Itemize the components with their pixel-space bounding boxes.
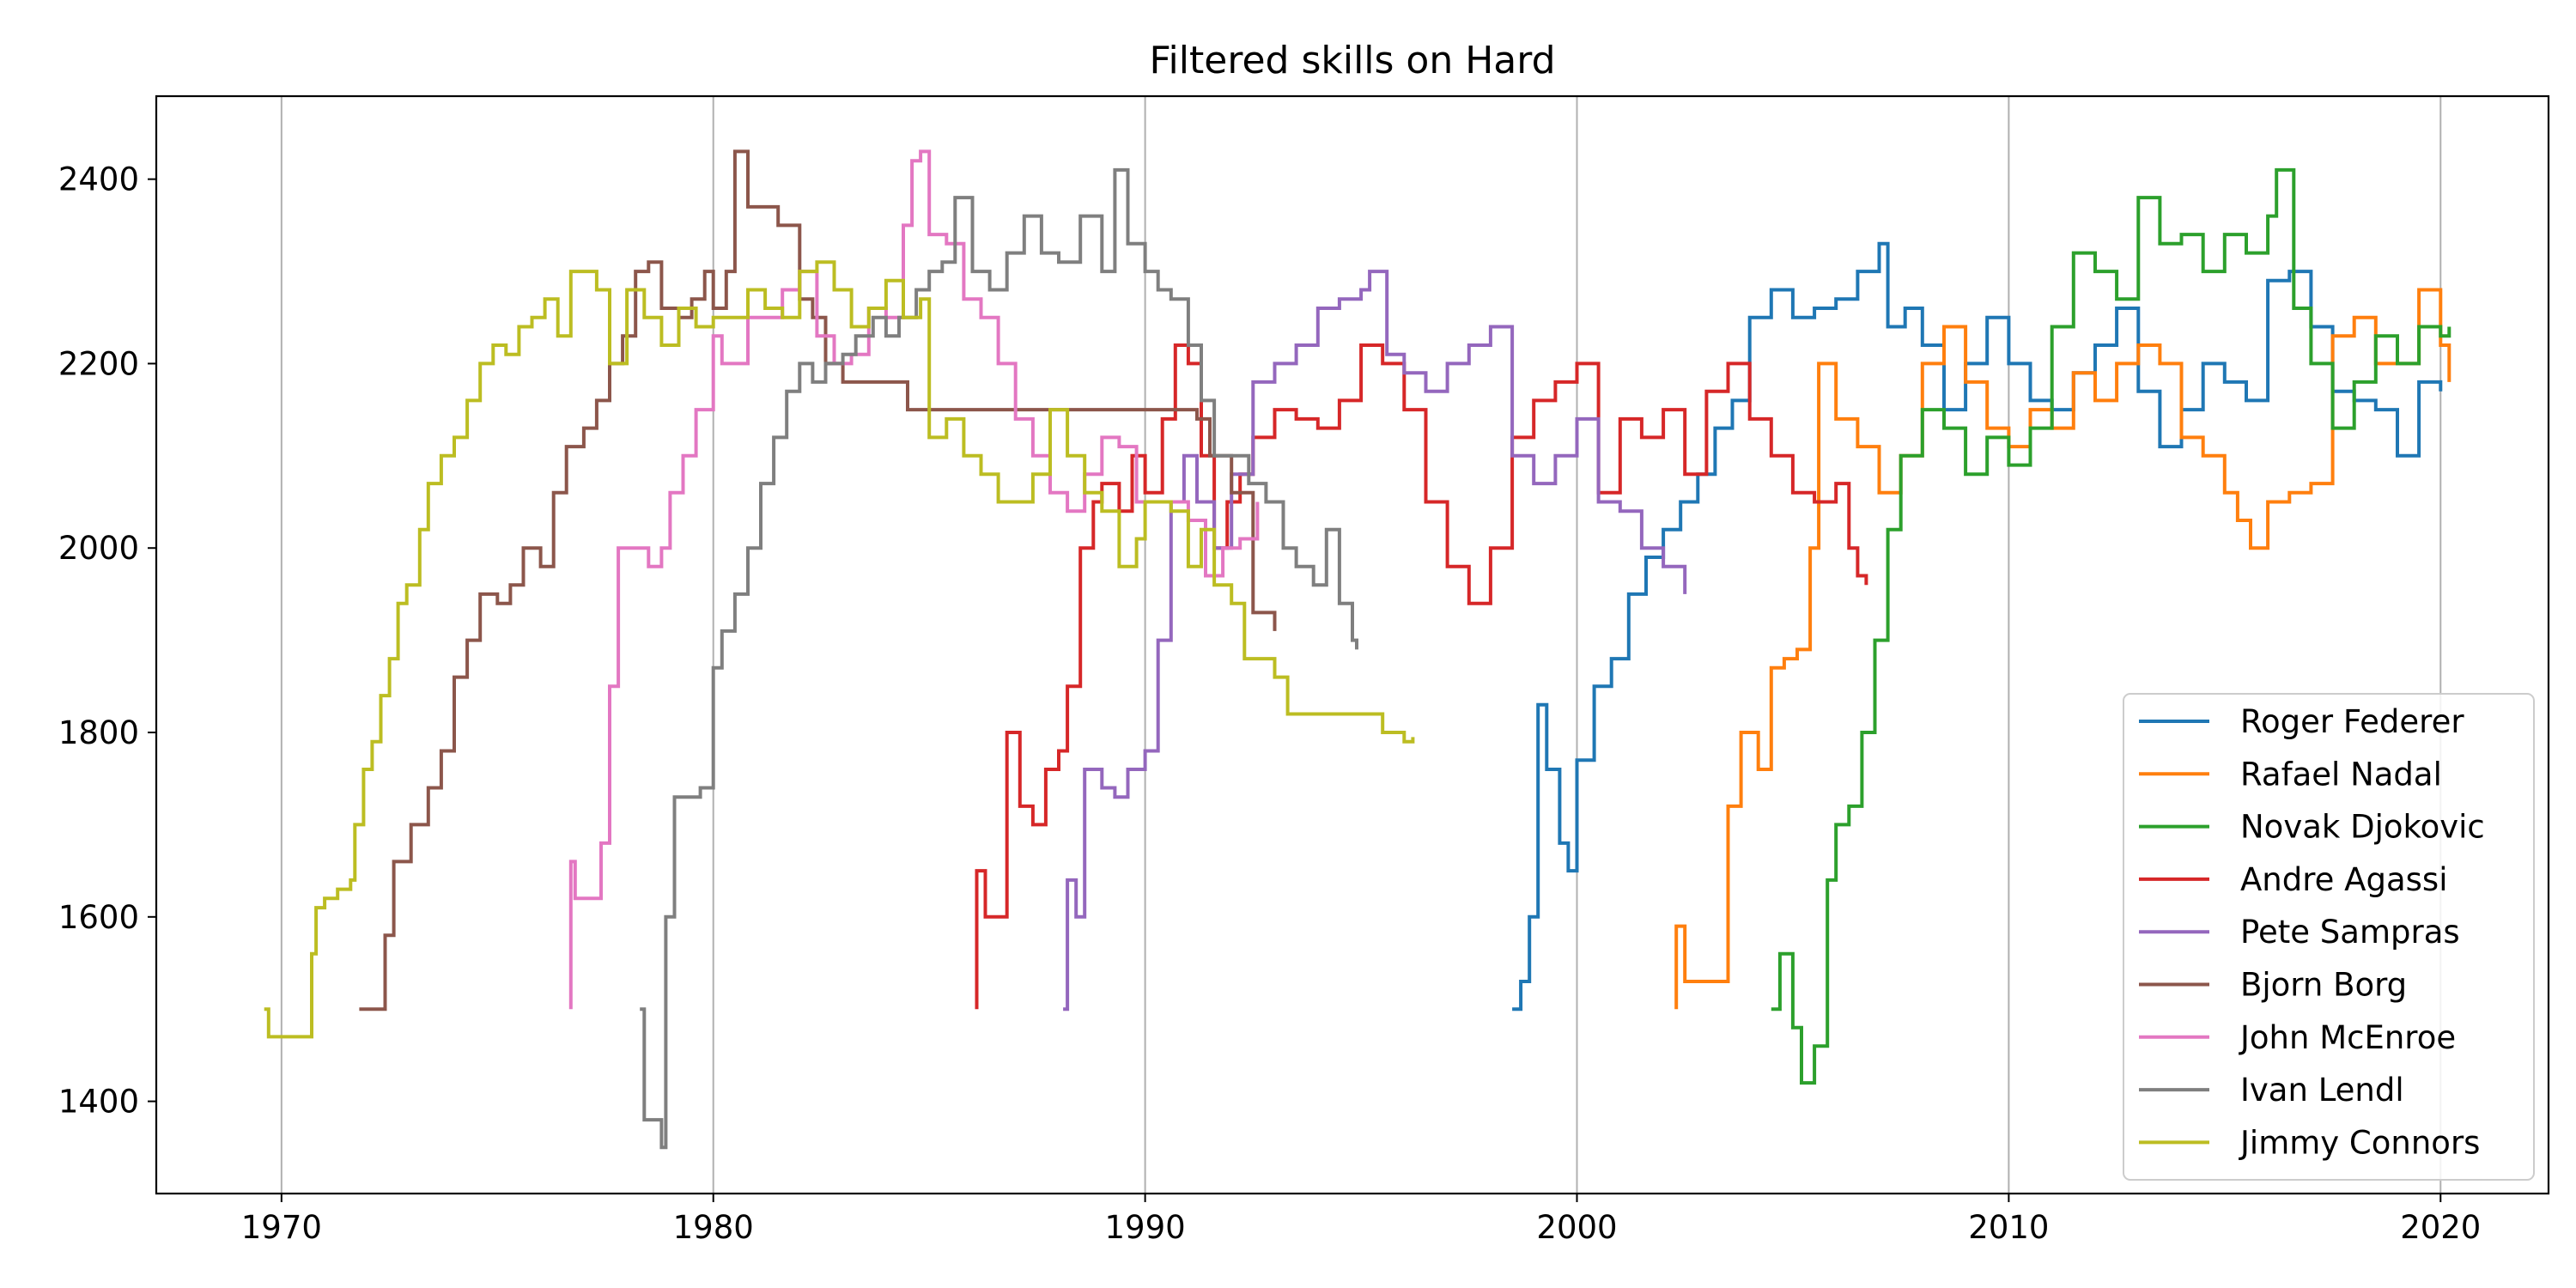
legend-label-john-mcenroe: John McEnroe bbox=[2239, 1019, 2456, 1056]
x-tick-label: 2010 bbox=[1968, 1209, 2049, 1246]
chart-title: Filtered skills on Hard bbox=[1149, 39, 1555, 82]
series-line-rafael-nadal bbox=[1674, 288, 2451, 1010]
x-tick-label: 2000 bbox=[1536, 1209, 1617, 1246]
x-tick-label: 1980 bbox=[673, 1209, 754, 1246]
series-line-andre-agassi bbox=[975, 343, 1868, 1010]
legend-label-pete-sampras: Pete Sampras bbox=[2240, 914, 2460, 951]
legend-label-ivan-lendl: Ivan Lendl bbox=[2240, 1072, 2404, 1109]
y-tick-label: 2000 bbox=[58, 530, 139, 567]
legend-box bbox=[2123, 693, 2535, 1181]
y-tick-label: 1800 bbox=[58, 714, 139, 751]
x-axis: 1970 1980 1990 2000 2010 2020 bbox=[241, 1194, 2481, 1246]
legend-label-bjorn-borg: Bjorn Borg bbox=[2240, 967, 2407, 1004]
series-layer bbox=[264, 149, 2451, 1150]
series-line-novak-djokovic bbox=[1771, 167, 2451, 1085]
legend-label-andre-agassi: Andre Agassi bbox=[2240, 861, 2447, 898]
y-tick-label: 1600 bbox=[58, 899, 139, 936]
x-tick-label: 1970 bbox=[241, 1209, 322, 1246]
legend-label-jimmy-connors: Jimmy Connors bbox=[2239, 1124, 2480, 1161]
y-tick-label: 1400 bbox=[58, 1084, 139, 1121]
x-tick-label: 2020 bbox=[2400, 1209, 2481, 1246]
series-line-roger-federer bbox=[1512, 241, 2443, 1012]
series-line-pete-sampras bbox=[1063, 270, 1687, 1012]
plot-frame bbox=[155, 94, 2550, 1195]
series-line-john-mcenroe bbox=[568, 149, 1260, 1010]
y-tick-label: 2400 bbox=[58, 161, 139, 198]
legend-label-rafael-nadal: Rafael Nadal bbox=[2240, 756, 2442, 793]
x-tick-label: 1990 bbox=[1105, 1209, 1186, 1246]
y-tick-label: 2200 bbox=[58, 345, 139, 382]
legend: Roger Federer Rafael Nadal Novak Djokovic A… bbox=[2123, 693, 2535, 1181]
series-line-ivan-lendl bbox=[640, 167, 1358, 1150]
y-axis: 1400 1600 1800 2000 2200 2400 bbox=[58, 161, 156, 1121]
legend-label-novak-djokovic: Novak Djokovic bbox=[2240, 809, 2485, 846]
legend-label-roger-federer: Roger Federer bbox=[2240, 703, 2464, 740]
series-line-bjorn-borg bbox=[359, 149, 1277, 1012]
series-line-jimmy-connors bbox=[264, 260, 1415, 1039]
